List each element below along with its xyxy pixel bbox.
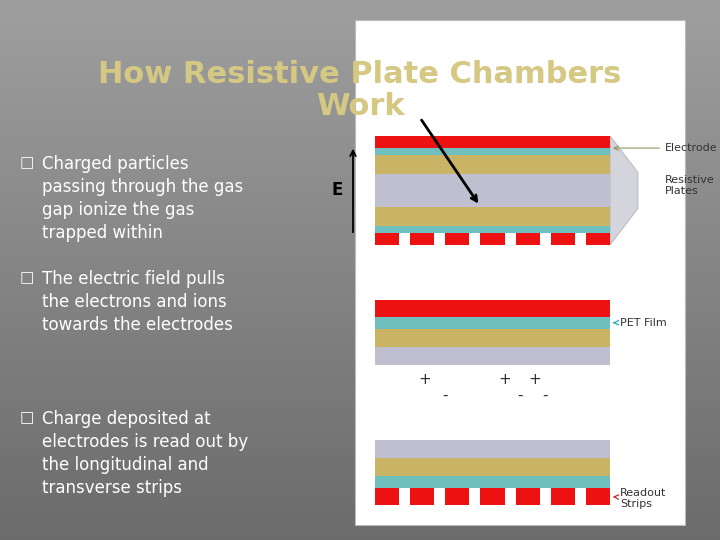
Bar — [445, 233, 469, 245]
Text: Electrode: Electrode — [614, 143, 718, 153]
Bar — [375, 476, 610, 488]
Text: □: □ — [20, 155, 35, 170]
Bar — [375, 458, 610, 476]
Bar — [375, 300, 610, 317]
Text: PET Film: PET Film — [614, 318, 667, 328]
Bar — [375, 173, 610, 207]
Text: +: + — [499, 373, 511, 388]
Text: +: + — [418, 373, 431, 388]
Text: Resistive
Plates: Resistive Plates — [665, 174, 715, 196]
Bar — [375, 347, 610, 365]
Text: Charged particles
passing through the gas
gap ionize the gas
trapped within: Charged particles passing through the ga… — [42, 155, 243, 242]
Bar — [586, 488, 610, 505]
Bar — [355, 20, 685, 525]
Bar — [375, 147, 610, 154]
Text: □: □ — [20, 410, 35, 425]
Polygon shape — [610, 136, 638, 245]
Bar — [375, 226, 610, 233]
Bar — [375, 233, 399, 245]
Bar — [375, 440, 610, 458]
Bar — [375, 329, 610, 347]
Bar — [551, 233, 575, 245]
Bar — [410, 488, 434, 505]
Bar — [586, 233, 610, 245]
Bar — [375, 154, 610, 173]
Text: How Resistive Plate Chambers
Work: How Resistive Plate Chambers Work — [99, 60, 621, 122]
Text: E: E — [332, 181, 343, 199]
Text: +: + — [528, 373, 541, 388]
Bar — [375, 488, 399, 505]
Bar — [516, 488, 540, 505]
Bar — [516, 233, 540, 245]
Bar — [551, 488, 575, 505]
Bar — [410, 233, 434, 245]
Bar — [445, 488, 469, 505]
Bar — [375, 207, 610, 226]
Bar — [480, 488, 505, 505]
Text: -: - — [542, 388, 548, 402]
Text: Readout
Strips: Readout Strips — [614, 488, 667, 509]
Bar — [480, 233, 505, 245]
Text: □: □ — [20, 270, 35, 285]
Text: Charge deposited at
electrodes is read out by
the longitudinal and
transverse st: Charge deposited at electrodes is read o… — [42, 410, 248, 497]
Text: -: - — [442, 388, 448, 402]
Bar — [375, 136, 610, 147]
Text: The electric field pulls
the electrons and ions
towards the electrodes: The electric field pulls the electrons a… — [42, 270, 233, 334]
Bar — [375, 317, 610, 329]
Text: -: - — [517, 388, 523, 402]
